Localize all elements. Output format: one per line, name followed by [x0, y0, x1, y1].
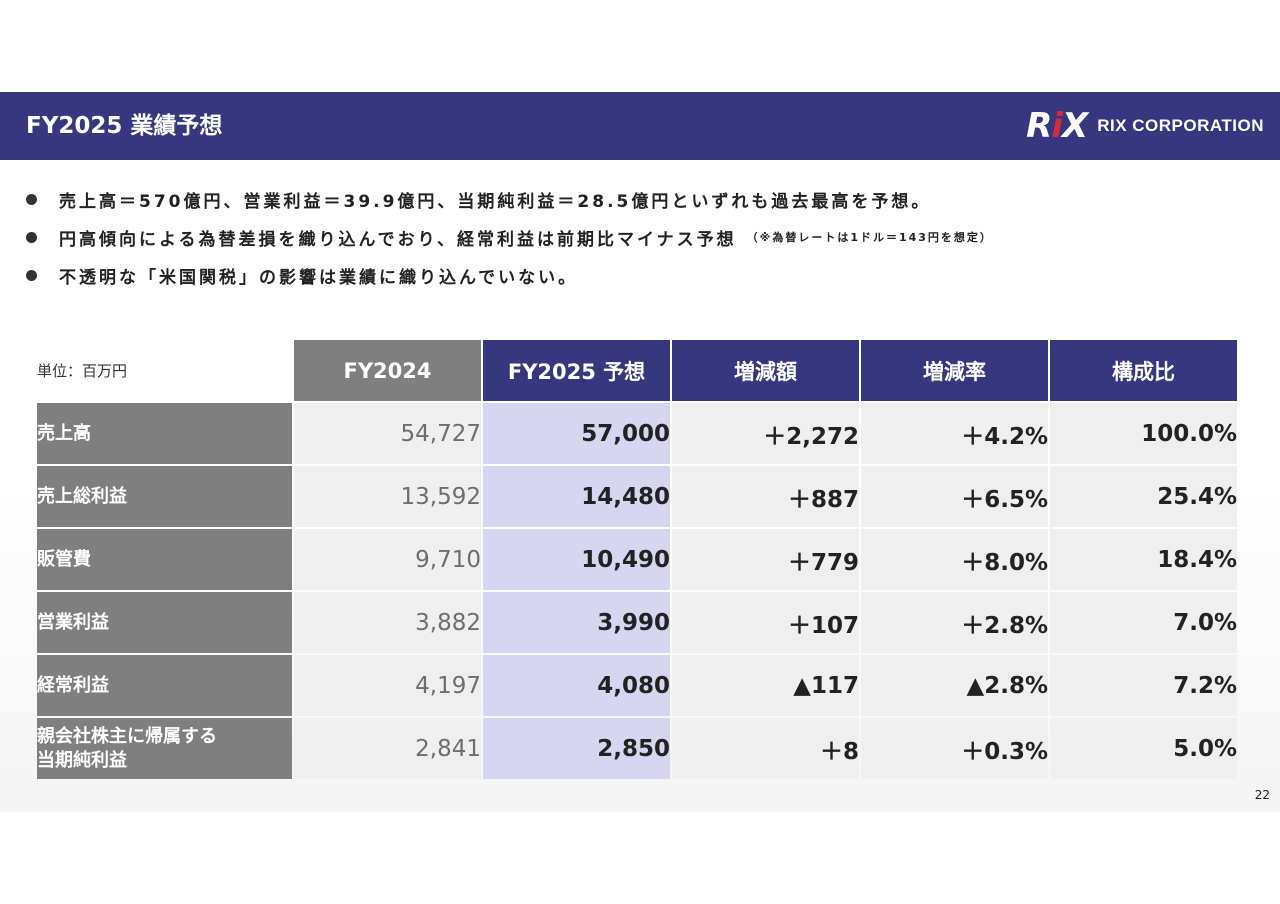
forecast-table: 単位：百万円 FY2024 FY2025 予想 増減額 増減率 構成比 売上高 …	[35, 338, 1239, 781]
cell-fy2024: 54,727	[294, 403, 481, 464]
row-label: 営業利益	[37, 592, 292, 653]
cell-ratio: 25.4%	[1050, 466, 1237, 527]
bullet-dot-icon	[26, 269, 37, 281]
row-label: 売上総利益	[37, 466, 292, 527]
cell-rate: ▲2.8%	[861, 655, 1048, 716]
logo-mark: RiX	[1026, 106, 1088, 146]
header-bar: FY2025 業績予想 RiX RIX CORPORATION	[0, 92, 1280, 160]
row-label-line2: 当期純利益	[37, 749, 127, 771]
table-row: 販管費 9,710 10,490 ＋779 ＋8.0% 18.4%	[37, 529, 1237, 590]
bullet-list: 売上高＝570億円、営業利益＝39.9億円、当期純利益＝28.5億円といずれも過…	[26, 180, 1266, 294]
cell-fy2025: 4,080	[483, 655, 670, 716]
bullet-item: 円高傾向による為替差損を織り込んでおり、経常利益は前期比マイナス予想 （※為替レ…	[26, 218, 1266, 256]
cell-fy2024: 9,710	[294, 529, 481, 590]
cell-ratio: 100.0%	[1050, 403, 1237, 464]
row-label-line1: 親会社株主に帰属する	[37, 725, 217, 747]
cell-fy2025: 10,490	[483, 529, 670, 590]
table-row: 親会社株主に帰属する 当期純利益 2,841 2,850 ＋8 ＋0.3% 5.0…	[37, 718, 1237, 779]
cell-fy2025: 14,480	[483, 466, 670, 527]
col-header-ratio: 構成比	[1050, 340, 1237, 401]
table-row: 売上総利益 13,592 14,480 ＋887 ＋6.5% 25.4%	[37, 466, 1237, 527]
cell-change: ＋779	[672, 529, 859, 590]
cell-change: ▲117	[672, 655, 859, 716]
page-number: 22	[1254, 788, 1270, 802]
bullet-dot-icon	[26, 193, 37, 205]
bullet-item: 不透明な「米国関税」の影響は業績に織り込んでいない。	[26, 256, 1266, 294]
row-label: 販管費	[37, 529, 292, 590]
cell-rate: ＋8.0%	[861, 529, 1048, 590]
cell-rate: ＋2.8%	[861, 592, 1048, 653]
cell-ratio: 5.0%	[1050, 718, 1237, 779]
cell-change: ＋8	[672, 718, 859, 779]
col-header-rate: 増減率	[861, 340, 1048, 401]
cell-change: ＋2,272	[672, 403, 859, 464]
bullet-note: （※為替レートは1ドル＝143円を想定）	[746, 231, 993, 244]
cell-fy2024: 4,197	[294, 655, 481, 716]
cell-fy2024: 13,592	[294, 466, 481, 527]
table-row: 売上高 54,727 57,000 ＋2,272 ＋4.2% 100.0%	[37, 403, 1237, 464]
row-label: 経常利益	[37, 655, 292, 716]
bullet-item: 売上高＝570億円、営業利益＝39.9億円、当期純利益＝28.5億円といずれも過…	[26, 180, 1266, 218]
row-label: 親会社株主に帰属する 当期純利益	[37, 718, 292, 779]
cell-ratio: 7.2%	[1050, 655, 1237, 716]
cell-fy2025: 2,850	[483, 718, 670, 779]
col-header-fy2025: FY2025 予想	[483, 340, 670, 401]
row-label: 売上高	[37, 403, 292, 464]
cell-change: ＋107	[672, 592, 859, 653]
rix-logo: RiX RIX CORPORATION	[1026, 106, 1264, 146]
cell-fy2024: 3,882	[294, 592, 481, 653]
cell-ratio: 18.4%	[1050, 529, 1237, 590]
cell-rate: ＋4.2%	[861, 403, 1048, 464]
cell-fy2024: 2,841	[294, 718, 481, 779]
cell-rate: ＋6.5%	[861, 466, 1048, 527]
table-row: 営業利益 3,882 3,990 ＋107 ＋2.8% 7.0%	[37, 592, 1237, 653]
page-title: FY2025 業績予想	[26, 113, 223, 139]
bullet-text: 不透明な「米国関税」の影響は業績に織り込んでいない。	[59, 267, 579, 288]
bullet-dot-icon	[26, 231, 37, 243]
col-header-fy2024: FY2024	[294, 340, 481, 401]
cell-fy2025: 57,000	[483, 403, 670, 464]
cell-fy2025: 3,990	[483, 592, 670, 653]
cell-ratio: 7.0%	[1050, 592, 1237, 653]
table-row: 経常利益 4,197 4,080 ▲117 ▲2.8% 7.2%	[37, 655, 1237, 716]
col-header-change: 増減額	[672, 340, 859, 401]
table-header-row: 単位：百万円 FY2024 FY2025 予想 増減額 増減率 構成比	[37, 340, 1237, 401]
bullet-text: 円高傾向による為替差損を織り込んでおり、経常利益は前期比マイナス予想	[59, 229, 737, 250]
unit-label: 単位：百万円	[37, 362, 128, 380]
cell-rate: ＋0.3%	[861, 718, 1048, 779]
bullet-text: 売上高＝570億円、営業利益＝39.9億円、当期純利益＝28.5億円といずれも過…	[59, 191, 932, 212]
cell-change: ＋887	[672, 466, 859, 527]
logo-text: RIX CORPORATION	[1097, 116, 1264, 135]
